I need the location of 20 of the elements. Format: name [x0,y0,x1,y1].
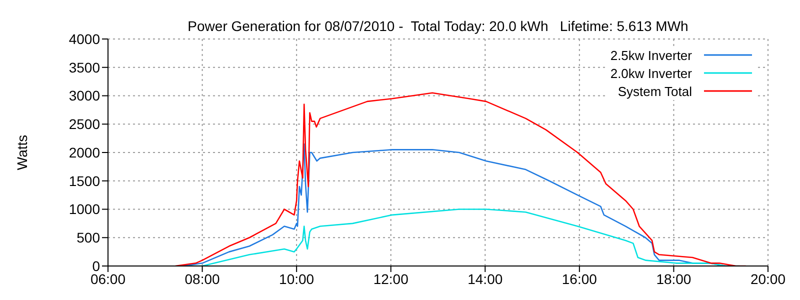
y-tick-label: 4000 [68,30,100,47]
y-tick-label: 2000 [68,144,100,160]
y-tick-label: 2500 [68,116,100,132]
x-tick-label: 16:00 [562,270,598,287]
legend-label: 2.5kw Inverter [610,48,692,62]
x-tick-label: 12:00 [373,270,409,287]
x-tick-label: 18:00 [656,270,692,287]
legend-label: 2.0kw Inverter [610,66,692,80]
y-tick-label: 3000 [68,88,100,104]
y-tick-label: 1000 [68,201,100,218]
x-tick-label: 20:00 [750,270,786,287]
y-tick-label: 3500 [68,59,100,76]
y-tick-label: 1500 [68,172,100,189]
x-tick-label: 10:00 [279,270,314,287]
chart-title: Power Generation for 08/07/2010 - Total Today: 20.0 kWh Lifetime: 5.613 MWh [186,18,690,34]
x-tick-label: 14:00 [468,270,503,287]
y-axis-title: Watts [14,134,30,170]
y-tick-label: 500 [76,230,100,246]
legend-label: System Total [618,84,692,98]
x-tick-label: 08:00 [184,270,220,287]
